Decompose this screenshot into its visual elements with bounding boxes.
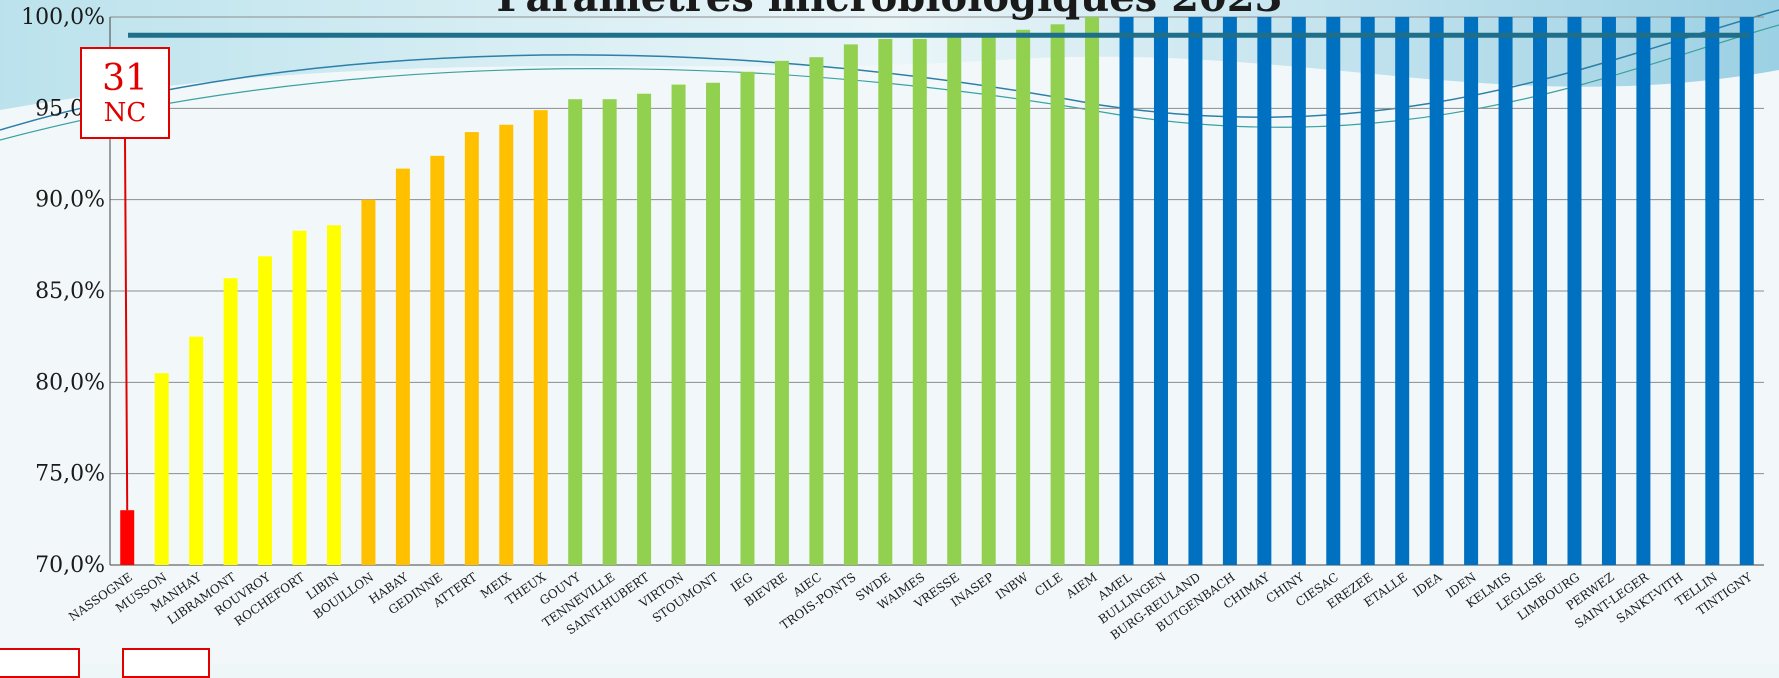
bar <box>1326 17 1341 565</box>
bar <box>1498 17 1513 565</box>
bar <box>223 278 238 565</box>
decorative-curve <box>0 24 1779 141</box>
bar <box>637 93 652 565</box>
non-compliance-count: 31 <box>102 58 148 99</box>
non-compliance-label: NC <box>103 98 147 128</box>
bar <box>464 132 479 565</box>
bar <box>740 71 755 566</box>
bar <box>1636 17 1651 565</box>
bar <box>706 82 721 565</box>
y-tick-label: 70,0% <box>35 553 105 578</box>
bar <box>258 256 273 565</box>
legend-box-partial <box>0 648 80 678</box>
bar <box>912 38 927 566</box>
bar <box>1705 17 1720 565</box>
chart-title: Paramètres microbiologiques 2023 <box>0 0 1779 21</box>
y-tick-label: 85,0% <box>35 279 105 304</box>
bar <box>671 84 686 565</box>
bar <box>154 373 169 565</box>
bar <box>1222 17 1237 565</box>
y-tick-label: 100,0% <box>21 5 105 30</box>
bar <box>533 110 548 565</box>
bar <box>947 37 962 566</box>
non-compliance-callout: 31 NC <box>80 47 170 139</box>
bar <box>395 168 410 565</box>
bar <box>292 230 307 565</box>
legend-box-partial <box>122 648 210 678</box>
bar <box>189 336 204 565</box>
bar <box>1464 17 1479 565</box>
bar <box>1153 17 1168 565</box>
bar <box>981 33 996 565</box>
bar <box>1670 17 1685 565</box>
bar <box>326 225 341 566</box>
bar <box>809 57 824 565</box>
y-tick-label: 90,0% <box>35 188 105 213</box>
bar <box>1567 17 1582 565</box>
bar <box>774 60 789 566</box>
bar <box>1050 24 1065 566</box>
bar <box>430 155 445 565</box>
bar <box>1533 17 1548 565</box>
bar <box>1360 17 1375 565</box>
y-tick-label: 75,0% <box>35 462 105 487</box>
y-tick-label: 80,0% <box>35 370 105 395</box>
bar <box>1085 17 1100 565</box>
bar <box>120 510 135 565</box>
bar <box>568 99 583 565</box>
bar <box>878 38 893 566</box>
bar <box>1016 29 1031 565</box>
bar <box>361 199 376 565</box>
bar-chart: 70,0%75,0%80,0%85,0%90,0%95,0%100,0% NAS… <box>0 0 1779 643</box>
annotation-leader-line <box>124 138 129 511</box>
bar <box>1291 17 1306 565</box>
bar <box>1119 17 1134 565</box>
bar <box>1429 17 1444 565</box>
bar <box>602 99 617 565</box>
bar <box>1395 17 1410 565</box>
bar <box>499 124 514 566</box>
bar <box>1257 17 1272 565</box>
bar <box>1601 17 1616 565</box>
bar <box>843 44 858 565</box>
bar <box>1188 17 1203 565</box>
bar <box>1739 17 1754 565</box>
